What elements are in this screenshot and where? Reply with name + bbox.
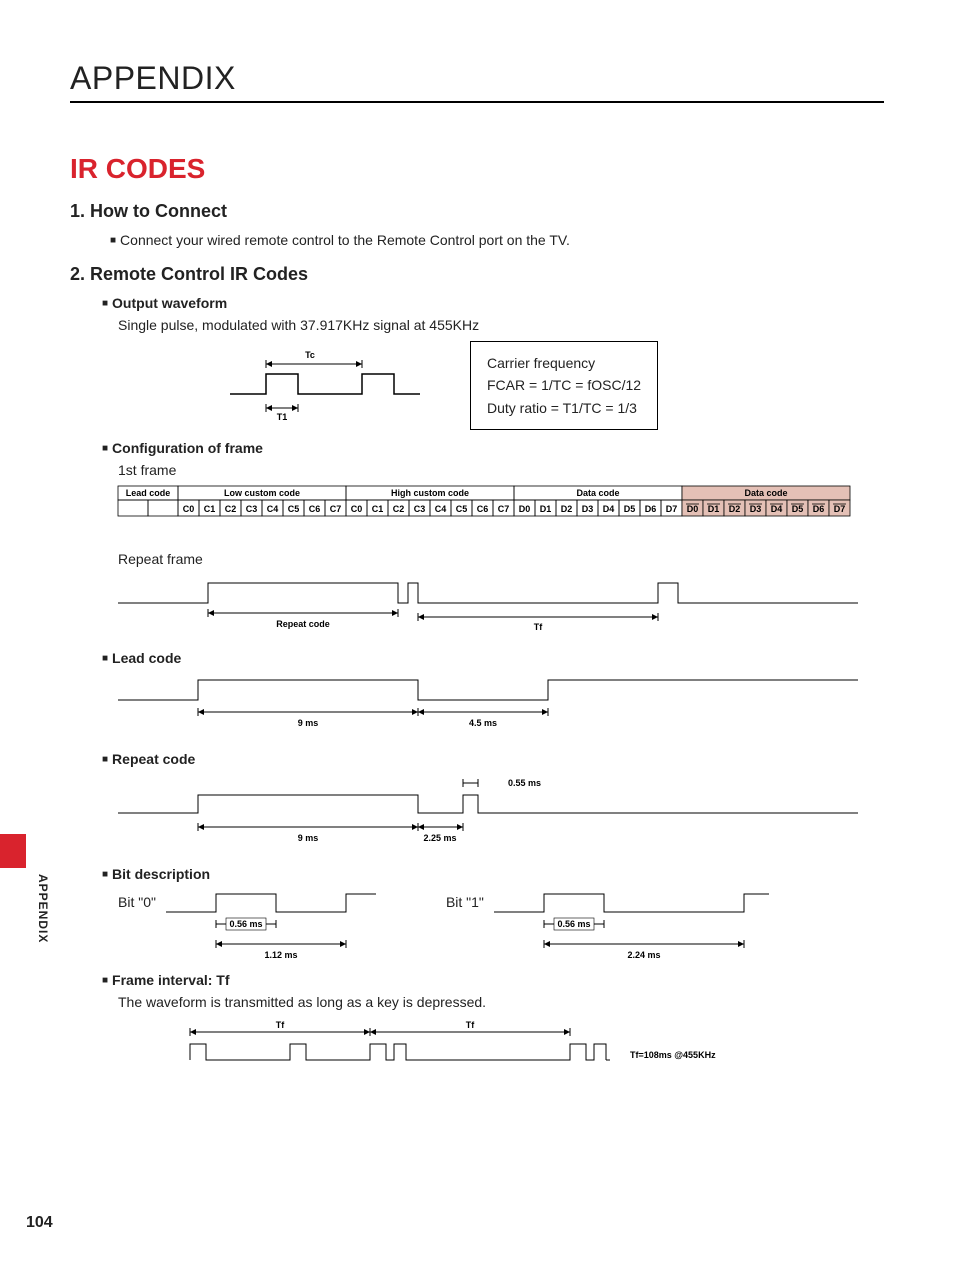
svg-text:C7: C7 bbox=[498, 504, 510, 514]
svg-text:C6: C6 bbox=[477, 504, 489, 514]
t1-label: T1 bbox=[277, 412, 288, 422]
config-frame-title: ■Configuration of frame bbox=[102, 440, 884, 456]
svg-text:Tf: Tf bbox=[276, 1020, 285, 1030]
repeat-frame-label: Repeat frame bbox=[118, 551, 884, 567]
svg-text:0.56 ms: 0.56 ms bbox=[229, 919, 262, 929]
svg-text:D0: D0 bbox=[519, 504, 531, 514]
svg-text:C3: C3 bbox=[246, 504, 258, 514]
carrier-line2: FCAR = 1/TC = fOSC/12 bbox=[487, 374, 641, 396]
repeat-225ms: 2.25 ms bbox=[423, 833, 456, 843]
svg-text:D3: D3 bbox=[582, 504, 594, 514]
svg-text:D2: D2 bbox=[561, 504, 573, 514]
svg-text:C1: C1 bbox=[204, 504, 216, 514]
repeat-code-label: Repeat code bbox=[276, 619, 330, 629]
page-title: APPENDIX bbox=[70, 60, 884, 103]
carrier-line3: Duty ratio = T1/TC = 1/3 bbox=[487, 397, 641, 419]
ir-codes-heading: 2. Remote Control IR Codes bbox=[70, 264, 884, 285]
side-accent-bar bbox=[0, 834, 26, 868]
carrier-freq-box: Carrier frequency FCAR = 1/TC = fOSC/12 … bbox=[470, 341, 658, 430]
svg-text:Low custom code: Low custom code bbox=[224, 488, 300, 498]
repeat-9ms: 9 ms bbox=[298, 833, 319, 843]
bullet-icon: ■ bbox=[102, 653, 108, 664]
svg-text:Tf: Tf bbox=[466, 1020, 475, 1030]
tf-label: Tf bbox=[534, 622, 543, 632]
svg-text:2.24 ms: 2.24 ms bbox=[627, 950, 660, 960]
svg-text:D6: D6 bbox=[813, 504, 825, 514]
repeat-code-diagram: 0.55 ms 9 ms 2.25 ms bbox=[118, 773, 884, 856]
bullet-icon: ■ bbox=[102, 754, 108, 765]
svg-text:D3: D3 bbox=[750, 504, 762, 514]
bullet-icon: ■ bbox=[102, 298, 108, 309]
bit1-label: Bit "1" bbox=[446, 894, 484, 910]
bullet-icon: ■ bbox=[110, 235, 116, 246]
svg-text:C4: C4 bbox=[435, 504, 447, 514]
svg-text:C5: C5 bbox=[288, 504, 300, 514]
svg-text:Data code: Data code bbox=[576, 488, 619, 498]
svg-text:Data code: Data code bbox=[744, 488, 787, 498]
svg-text:D1: D1 bbox=[708, 504, 720, 514]
svg-text:C5: C5 bbox=[456, 504, 468, 514]
output-waveform-title: ■Output waveform bbox=[102, 295, 884, 311]
lead-code-title: ■Lead code bbox=[102, 650, 884, 666]
svg-text:C0: C0 bbox=[351, 504, 363, 514]
svg-text:D7: D7 bbox=[666, 504, 678, 514]
svg-text:D0: D0 bbox=[687, 504, 699, 514]
svg-text:C3: C3 bbox=[414, 504, 426, 514]
frame-interval-title: ■Frame interval: Tf bbox=[102, 972, 884, 988]
bit0-label: Bit "0" bbox=[118, 894, 156, 910]
page-number: 104 bbox=[26, 1214, 53, 1232]
svg-text:C7: C7 bbox=[330, 504, 342, 514]
lead-4-5ms: 4.5 ms bbox=[469, 718, 497, 728]
svg-text:0.56 ms: 0.56 ms bbox=[557, 919, 590, 929]
first-frame-label: 1st frame bbox=[118, 462, 884, 478]
first-frame-diagram: Lead code Low custom code High custom code… bbox=[118, 486, 884, 537]
svg-text:C1: C1 bbox=[372, 504, 384, 514]
how-to-connect-text: ■ Connect your wired remote control to th… bbox=[110, 232, 884, 248]
output-waveform-text: Single pulse, modulated with 37.917KHz s… bbox=[118, 317, 884, 333]
svg-text:D6: D6 bbox=[645, 504, 657, 514]
bit-description-diagram: Bit "0" 0.56 ms 1.12 ms Bit "1" 0.56 m bbox=[118, 888, 884, 962]
svg-text:C4: C4 bbox=[267, 504, 279, 514]
tc-label: Tc bbox=[305, 350, 315, 360]
svg-text:1.12 ms: 1.12 ms bbox=[264, 950, 297, 960]
repeat-code-title: ■Repeat code bbox=[102, 751, 884, 767]
svg-text:D5: D5 bbox=[624, 504, 636, 514]
repeat-frame-diagram: Repeat code Tf bbox=[118, 575, 884, 640]
svg-text:D4: D4 bbox=[603, 504, 615, 514]
output-waveform-diagram: Tc T1 Carrier frequency FCAR = 1/TC = fO… bbox=[210, 341, 884, 430]
frame-interval-text: The waveform is transmitted as long as a… bbox=[118, 994, 884, 1010]
svg-text:D1: D1 bbox=[540, 504, 552, 514]
frame-interval-diagram: Tf Tf Tf=108ms @455KHz bbox=[190, 1018, 884, 1083]
svg-text:Lead code: Lead code bbox=[126, 488, 171, 498]
svg-text:C6: C6 bbox=[309, 504, 321, 514]
bullet-icon: ■ bbox=[102, 975, 108, 986]
svg-text:D5: D5 bbox=[792, 504, 804, 514]
lead-code-diagram: 9 ms 4.5 ms bbox=[118, 672, 884, 741]
how-to-connect-body: Connect your wired remote control to the… bbox=[120, 232, 570, 248]
tf-value: Tf=108ms @455KHz bbox=[630, 1050, 716, 1060]
svg-text:D4: D4 bbox=[771, 504, 783, 514]
svg-text:D2: D2 bbox=[729, 504, 741, 514]
bullet-icon: ■ bbox=[102, 869, 108, 880]
svg-text:C2: C2 bbox=[393, 504, 405, 514]
side-vertical-label: APPENDIX bbox=[36, 874, 50, 943]
lead-9ms: 9 ms bbox=[298, 718, 319, 728]
bit-description-title: ■Bit description bbox=[102, 866, 884, 882]
svg-text:C0: C0 bbox=[183, 504, 195, 514]
section-title: IR CODES bbox=[70, 153, 884, 185]
svg-text:High custom code: High custom code bbox=[391, 488, 469, 498]
svg-text:C2: C2 bbox=[225, 504, 237, 514]
carrier-line1: Carrier frequency bbox=[487, 352, 641, 374]
repeat-055ms: 0.55 ms bbox=[508, 778, 541, 788]
how-to-connect-heading: 1. How to Connect bbox=[70, 201, 884, 222]
bullet-icon: ■ bbox=[102, 443, 108, 454]
svg-text:D7: D7 bbox=[834, 504, 846, 514]
